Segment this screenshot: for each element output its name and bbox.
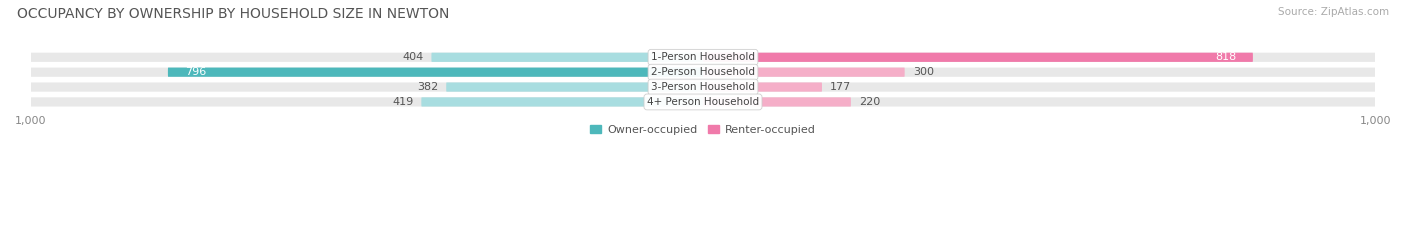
- Text: 1-Person Household: 1-Person Household: [651, 52, 755, 62]
- Text: 818: 818: [1215, 52, 1236, 62]
- Text: 2-Person Household: 2-Person Household: [651, 67, 755, 77]
- Legend: Owner-occupied, Renter-occupied: Owner-occupied, Renter-occupied: [586, 120, 820, 139]
- FancyBboxPatch shape: [422, 97, 703, 106]
- FancyBboxPatch shape: [31, 68, 1375, 77]
- Text: 220: 220: [859, 97, 880, 107]
- Text: 404: 404: [402, 52, 423, 62]
- Text: 4+ Person Household: 4+ Person Household: [647, 97, 759, 107]
- Text: 3-Person Household: 3-Person Household: [651, 82, 755, 92]
- FancyBboxPatch shape: [703, 97, 851, 106]
- Text: 300: 300: [912, 67, 934, 77]
- Text: OCCUPANCY BY OWNERSHIP BY HOUSEHOLD SIZE IN NEWTON: OCCUPANCY BY OWNERSHIP BY HOUSEHOLD SIZE…: [17, 7, 450, 21]
- Text: 796: 796: [184, 67, 205, 77]
- FancyBboxPatch shape: [446, 82, 703, 92]
- FancyBboxPatch shape: [31, 53, 1375, 62]
- FancyBboxPatch shape: [703, 68, 904, 77]
- FancyBboxPatch shape: [703, 82, 823, 92]
- FancyBboxPatch shape: [31, 82, 1375, 92]
- Text: Source: ZipAtlas.com: Source: ZipAtlas.com: [1278, 7, 1389, 17]
- FancyBboxPatch shape: [703, 53, 1253, 62]
- Text: 382: 382: [418, 82, 439, 92]
- FancyBboxPatch shape: [31, 97, 1375, 106]
- Text: 177: 177: [830, 82, 851, 92]
- Text: 419: 419: [392, 97, 413, 107]
- FancyBboxPatch shape: [432, 53, 703, 62]
- FancyBboxPatch shape: [167, 68, 703, 77]
